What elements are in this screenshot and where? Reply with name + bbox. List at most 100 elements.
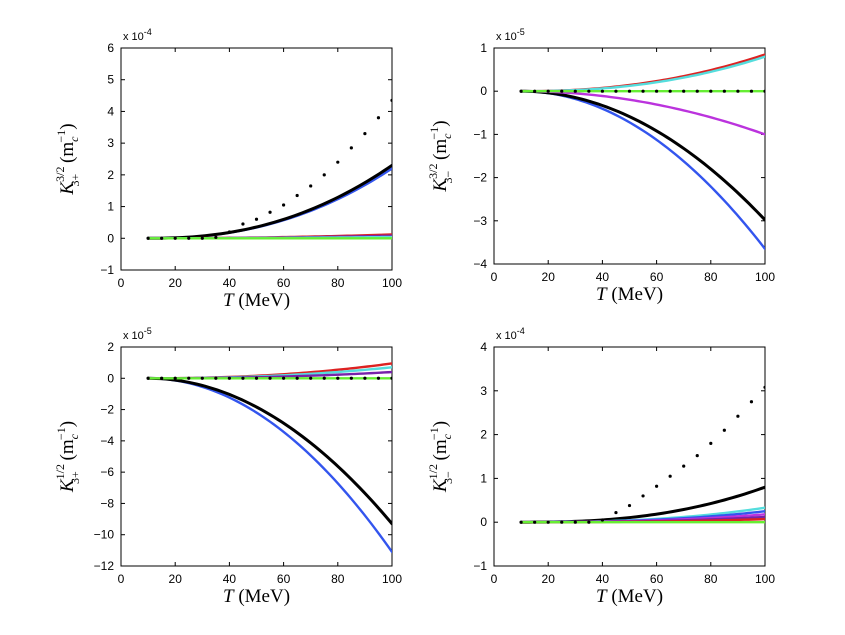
data-point [309,376,313,380]
series-line-blue [146,167,392,240]
data-point [268,210,272,214]
data-point [295,193,299,198]
x-tick-label: 20 [169,276,183,290]
data-point [336,376,340,380]
y-tick-label: −6 [100,465,114,479]
data-point [241,222,245,226]
data-point [349,146,353,150]
x-tick-label: 80 [704,270,718,284]
axis-multiplier-exponent: -5 [517,27,525,37]
data-point [533,89,537,93]
data-point [627,503,632,508]
data-point [641,89,645,93]
data-point [173,376,177,380]
data-point [227,230,231,234]
y-tick-label: 2 [107,168,114,182]
data-point [709,89,713,93]
data-point [546,89,550,93]
plot-area [519,53,765,251]
y-tick-label: 1 [107,200,114,214]
data-point [295,376,299,380]
y-tick-label: 0 [480,84,487,98]
x-axis-label: T (MeV) [596,586,663,607]
data-point [309,184,313,188]
data-point [614,89,618,93]
axis-multiplier: x 10-5 [123,326,152,342]
data-point [349,376,353,380]
y-tick-label: −3 [473,214,487,228]
y-tick-label: 2 [480,428,487,442]
data-point [600,89,605,93]
data-point [668,89,672,93]
data-point [268,376,272,380]
data-point [749,400,754,404]
series-line-black [519,89,765,222]
series-line-blue [146,377,392,554]
x-axis-label: T (MeV) [223,586,290,607]
axis-multiplier-base: x 10 [123,31,144,43]
panel-top-right: 0 20 40 60 80 100 −4 −3 −2 −1 0 1 x 10-5 T (MeV) K3/23… [426,27,775,305]
axis-multiplier-base: x 10 [123,330,144,342]
axes-frame [120,346,393,567]
y-tick-label: −1 [473,559,487,573]
panel-bottom-left: 0 20 40 60 80 100 −12 −10 −8 −6 −4 −2 0 2 x 10-5 T (MeV… [53,326,402,607]
data-point [587,89,591,93]
data-point [560,89,564,93]
y-tick-label: −2 [100,403,114,417]
x-tick-label: 0 [118,572,125,586]
data-point [214,235,218,239]
data-point [763,385,765,389]
y-tick-label: −1 [473,127,487,141]
data-point [390,376,392,380]
x-tick-label: 40 [596,270,610,284]
y-axis-label: K3/23+ (mc−1) [53,123,82,195]
axes-frame [493,47,766,265]
data-point [722,428,726,432]
data-point [695,454,699,458]
data-point [322,376,326,380]
axes-frame [120,47,393,271]
y-axis-label: K3/23− (mc−1) [426,120,455,192]
data-point [187,236,191,240]
x-tick-label: 60 [650,270,664,284]
y-tick-label: −10 [94,528,115,542]
data-point [695,89,699,93]
data-point [322,173,326,177]
data-point [363,132,367,136]
data-point [160,236,164,240]
data-point [627,89,632,93]
data-point [546,520,550,524]
y-axis-label: K1/23+ (mc−1) [53,421,82,493]
x-tick-label: 60 [277,276,291,290]
data-point [587,520,591,524]
data-point [363,376,367,380]
axis-multiplier: x 10-5 [496,27,525,43]
data-point [227,376,231,380]
data-point [187,376,191,380]
y-tick-label: 6 [107,41,114,55]
y-tick-label: −8 [100,496,114,510]
data-point [146,236,150,240]
data-point [519,89,523,93]
data-point [641,494,645,498]
data-point [736,89,740,93]
series-line-black [146,376,392,526]
x-tick-label: 60 [277,572,291,586]
data-point [241,376,245,380]
y-tick-label: −4 [473,257,487,271]
x-tick-label: 100 [755,270,775,284]
data-point [282,376,286,380]
data-point [573,520,577,524]
data-point [668,474,672,478]
data-point [173,236,177,240]
axis-multiplier-base: x 10 [496,31,517,43]
series-line-black [146,163,392,240]
x-tick-label: 100 [382,276,402,290]
data-point [533,520,537,524]
x-tick-label: 20 [169,572,183,586]
panel-top-left: 0 20 40 60 80 100 −1 0 1 2 3 4 5 6 x 10-4 T (MeV) K3/23+… [53,27,402,311]
y-tick-label: 0 [480,515,487,529]
data-point [390,98,392,102]
y-tick-label: 3 [480,384,487,398]
